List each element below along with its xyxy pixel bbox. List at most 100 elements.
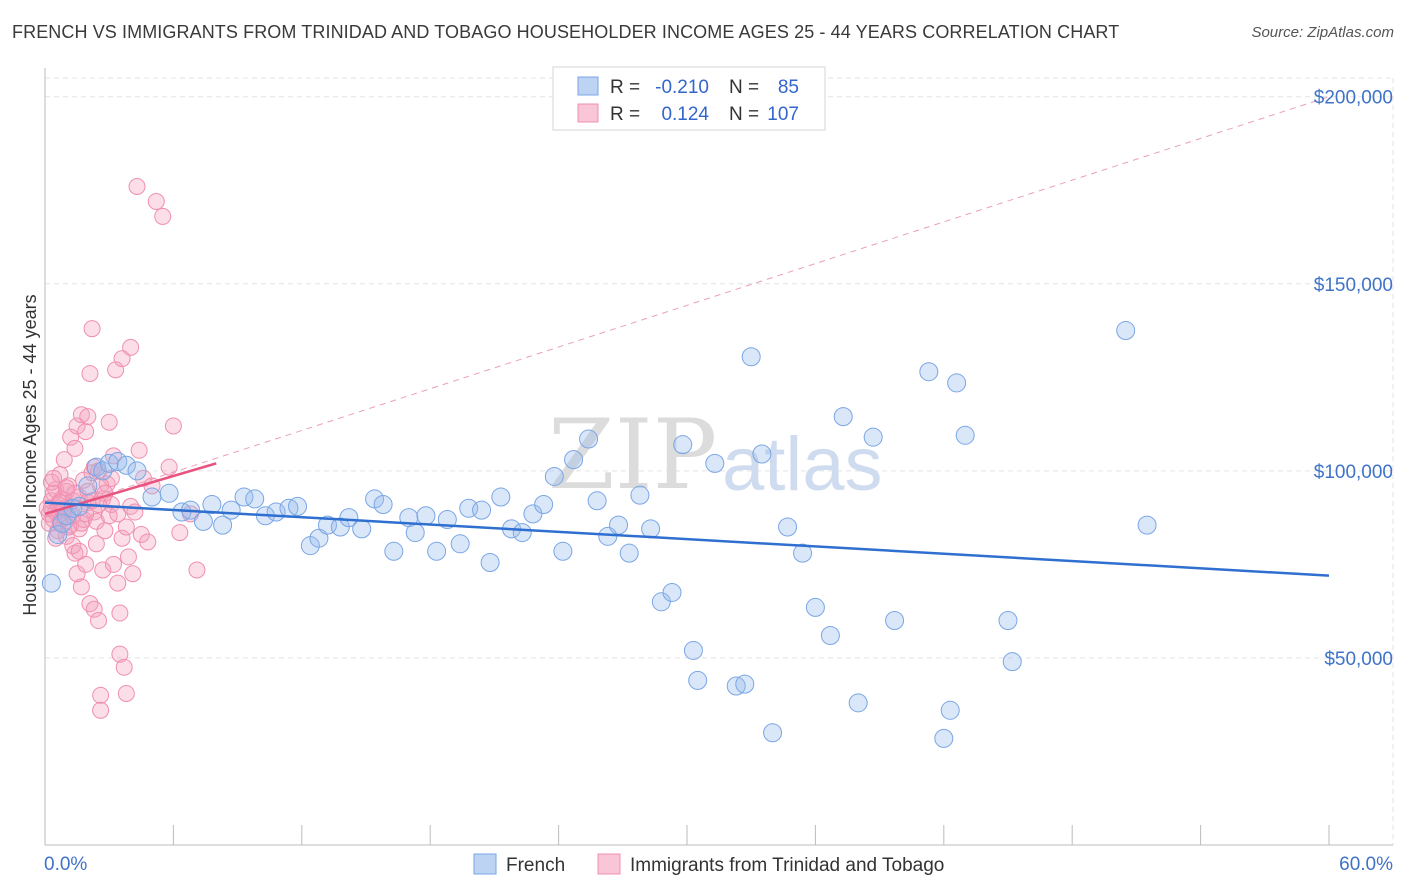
trinidad-point	[128, 178, 146, 196]
trinidad-point	[117, 684, 135, 702]
french-point	[947, 373, 967, 393]
french-point	[93, 461, 113, 481]
trinidad-point	[57, 479, 75, 497]
legend: R = -0.210 N = 85 R = 0.124 N = 107	[552, 66, 826, 131]
trinidad-point	[100, 413, 118, 431]
watermark: ZIP atlas	[548, 399, 883, 511]
trinidad-point	[72, 578, 90, 596]
trinidad-point	[100, 507, 118, 525]
french-point	[579, 429, 599, 449]
trinidad-point	[79, 482, 97, 500]
bottom-legend: French Immigrants from Trinidad and Toba…	[473, 853, 944, 876]
trinidad-point	[115, 658, 133, 676]
french-point	[641, 519, 661, 539]
french-point	[450, 534, 470, 554]
french-point	[373, 495, 393, 515]
x-tick-label-min: 0.0%	[44, 854, 87, 875]
french-point	[705, 453, 725, 473]
french-point	[48, 524, 68, 544]
trinidad-point	[90, 612, 107, 630]
french-point	[472, 500, 492, 520]
french-point	[512, 523, 532, 543]
legend-trinidad-swatch	[577, 103, 599, 123]
trinidad-point	[113, 350, 131, 368]
trinidad-point	[83, 320, 101, 338]
trinidad-point	[109, 574, 127, 592]
legend-trinidad-r-label: R =	[610, 104, 640, 125]
french-point	[630, 485, 650, 505]
french-point	[1116, 321, 1136, 341]
watermark-zip: ZIP	[548, 399, 717, 511]
legend-french-swatch	[577, 76, 599, 96]
legend-trinidad-r-value: 0.124	[661, 104, 709, 125]
french-point	[940, 700, 960, 720]
trinidad-trend-extension	[44, 96, 1330, 515]
french-point	[683, 640, 703, 660]
french-point	[735, 674, 755, 694]
trinidad-point	[102, 496, 120, 514]
trinidad-point	[70, 542, 88, 560]
gridlines	[45, 77, 1394, 845]
french-point	[833, 407, 853, 427]
trinidad-point	[68, 565, 86, 583]
french-point	[491, 487, 511, 507]
trinidad-point	[45, 469, 63, 487]
legend-french-n-value: 85	[778, 77, 799, 98]
french-point	[793, 543, 813, 563]
trinidad-point	[111, 645, 129, 663]
french-point	[609, 515, 629, 535]
french-point	[405, 523, 425, 543]
bottom-legend-trinidad-swatch	[597, 853, 621, 875]
trinidad-point	[122, 338, 140, 356]
watermark-atlas: atlas	[722, 422, 883, 507]
french-point	[955, 425, 975, 445]
trinidad-point	[72, 406, 90, 424]
trinidad-point	[81, 365, 99, 383]
french-point	[213, 515, 233, 535]
source-label: Source: ZipAtlas.com	[1251, 24, 1394, 41]
french-series	[41, 321, 1157, 748]
french-point	[587, 491, 607, 511]
legend-trinidad-n-label: N =	[729, 104, 759, 125]
french-point	[1002, 652, 1022, 672]
bottom-legend-french-label: French	[506, 855, 565, 876]
french-point	[384, 541, 404, 561]
french-point	[848, 693, 868, 713]
french-point	[820, 625, 840, 645]
french-point	[885, 611, 905, 631]
trinidad-point	[124, 565, 142, 583]
trinidad-point	[188, 561, 206, 579]
french-point	[619, 543, 639, 563]
french-point	[544, 466, 564, 486]
french-point	[202, 495, 222, 515]
trinidad-point	[139, 533, 157, 551]
french-point	[805, 597, 825, 617]
french-point	[116, 455, 136, 475]
trinidad-point	[94, 561, 112, 579]
trinidad-point	[92, 686, 110, 704]
y-axis-title: Householder Income Ages 25 - 44 years	[20, 294, 40, 615]
french-point	[159, 483, 179, 503]
french-point	[688, 670, 708, 690]
trinidad-point	[79, 408, 97, 426]
french-point	[651, 592, 671, 612]
trinidad-point	[154, 207, 172, 225]
trinidad-point	[92, 701, 110, 719]
trinidad-point	[55, 451, 73, 469]
legend-french-n-label: N =	[729, 77, 759, 98]
bottom-legend-trinidad-label: Immigrants from Trinidad and Tobago	[630, 855, 944, 876]
trinidad-series	[38, 178, 206, 719]
trinidad-point	[117, 518, 135, 536]
trinidad-point	[164, 417, 182, 435]
trinidad-point	[147, 192, 165, 210]
trinidad-point	[113, 529, 131, 547]
french-point	[763, 723, 783, 743]
bottom-legend-french-swatch	[473, 853, 497, 875]
trinidad-point	[111, 604, 129, 622]
french-point	[998, 611, 1018, 631]
french-point	[673, 435, 693, 455]
french-point	[193, 511, 213, 531]
french-point	[564, 450, 584, 470]
french-point	[437, 509, 457, 529]
